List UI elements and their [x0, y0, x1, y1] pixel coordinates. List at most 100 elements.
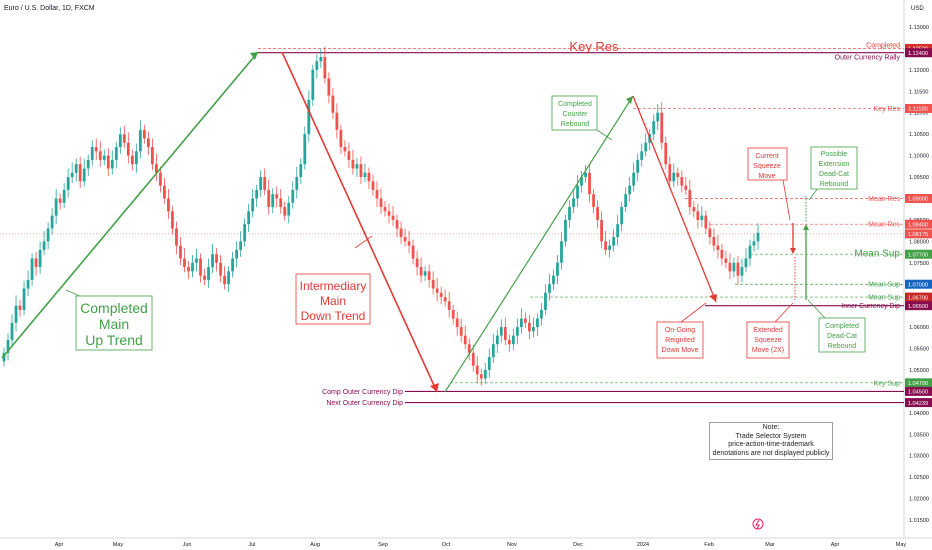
x-tick-label: Apr [831, 542, 840, 548]
candle-body [507, 339, 511, 345]
candle-body [275, 194, 279, 199]
candle-body [696, 211, 700, 220]
candle-body [203, 275, 206, 280]
candle-body [479, 374, 483, 379]
candle-body [576, 185, 579, 199]
candle-body [439, 292, 443, 298]
x-tick-label: May [113, 542, 124, 548]
svg-text:Move: Move [758, 173, 775, 180]
y-tick-label: 1.02500 [909, 475, 929, 481]
candle-body [359, 164, 363, 178]
svg-text:Dead-Cat: Dead-Cat [819, 171, 849, 178]
price-axis-badge-label: 1.07700 [908, 252, 928, 258]
candle-body [54, 198, 58, 216]
candle-body [728, 262, 732, 272]
candle-body [552, 275, 555, 285]
candle-body [720, 249, 724, 259]
candle-body [656, 112, 660, 122]
candle-body [716, 245, 720, 250]
candle-body [556, 262, 559, 276]
key-res-big-label: Key Res [569, 39, 619, 54]
candle-body [195, 258, 198, 263]
candle-body [207, 267, 210, 280]
svg-text:Current: Current [755, 153, 778, 160]
counter-rebound-arrowhead [626, 96, 633, 104]
candle-body [415, 258, 419, 268]
y-tick-label: 1.02000 [909, 497, 929, 503]
candle-body [708, 228, 712, 238]
candle-body [672, 172, 676, 182]
candle-body [34, 258, 38, 268]
x-tick-label: Oct [442, 542, 451, 548]
svg-text:Rebound: Rebound [561, 121, 590, 128]
price-axis-badge [905, 301, 932, 311]
level-label: Outer Currency Rally [835, 55, 901, 62]
candle-body [431, 279, 435, 289]
candle-body [443, 297, 447, 302]
price-axis-badge-label: 1.04239 [908, 401, 928, 407]
candle-body [191, 262, 194, 272]
candle-body [391, 215, 395, 220]
level-label: Mean Sup [868, 295, 900, 302]
price-axis-badge [905, 229, 932, 239]
svg-text:Counter: Counter [563, 111, 589, 118]
y-tick-label: 1.03500 [909, 432, 929, 438]
price-axis-badge [905, 249, 932, 259]
candle-body [323, 57, 327, 79]
x-tick-label: 2024 [637, 542, 649, 548]
svg-text:Extended: Extended [753, 327, 783, 334]
svg-text:Extension: Extension [819, 161, 850, 168]
svg-text:Rebound: Rebound [820, 181, 849, 188]
candle-body [523, 318, 527, 323]
candle-body [179, 245, 182, 259]
candle-body [339, 129, 343, 148]
candle-body [427, 271, 431, 280]
candle-body [114, 147, 118, 160]
up-trend-line [1, 51, 259, 359]
candle-body [263, 177, 267, 190]
candle-body [744, 258, 748, 268]
price-axis-badge [905, 279, 932, 289]
candle-body [740, 267, 744, 276]
candle-body [138, 129, 142, 152]
candle-body [519, 318, 523, 328]
note-line-1: Note: [762, 424, 780, 431]
price-axis-badge-label: 1.08175 [908, 232, 928, 238]
level-label: Mean Sup [854, 249, 900, 260]
candle-body [279, 198, 283, 208]
candle-body [66, 177, 70, 190]
note-line-3: price-action-time-trademark [728, 441, 814, 448]
callout-intermediary-1: Intermediary [300, 279, 367, 293]
x-tick-label: May [896, 542, 907, 548]
candle-body [90, 147, 94, 160]
currency-label: USD [911, 6, 924, 12]
candle-body [620, 207, 624, 225]
y-tick-label: 1.09500 [909, 175, 929, 181]
lightning-icon[interactable] [752, 518, 764, 530]
candle-body [403, 237, 407, 242]
candle-body [616, 224, 620, 238]
candle-body [564, 219, 567, 242]
candle-body [644, 142, 648, 152]
candle-body [295, 177, 299, 190]
candle-body [624, 194, 628, 208]
down-trend-line [281, 51, 438, 393]
svg-text:On-Going: On-Going [665, 327, 695, 334]
x-tick-label: Apr [55, 542, 64, 548]
candle-body [227, 271, 230, 285]
candle-body [748, 245, 752, 259]
candle-body [628, 185, 632, 195]
candle-body [475, 365, 479, 375]
candle-body [487, 357, 491, 370]
level-label: Mean Sup [868, 282, 900, 289]
y-tick-label: 1.11000 [909, 111, 928, 117]
candle-body [471, 352, 475, 366]
candle-body [700, 215, 704, 220]
candle-body [243, 224, 247, 242]
candle-body [211, 254, 214, 268]
candle-body [130, 155, 134, 165]
candle-body [267, 189, 271, 208]
callout-completed-main-up-trend-3: Up Trend [85, 332, 143, 348]
y-tick-label: 1.05500 [909, 347, 929, 353]
